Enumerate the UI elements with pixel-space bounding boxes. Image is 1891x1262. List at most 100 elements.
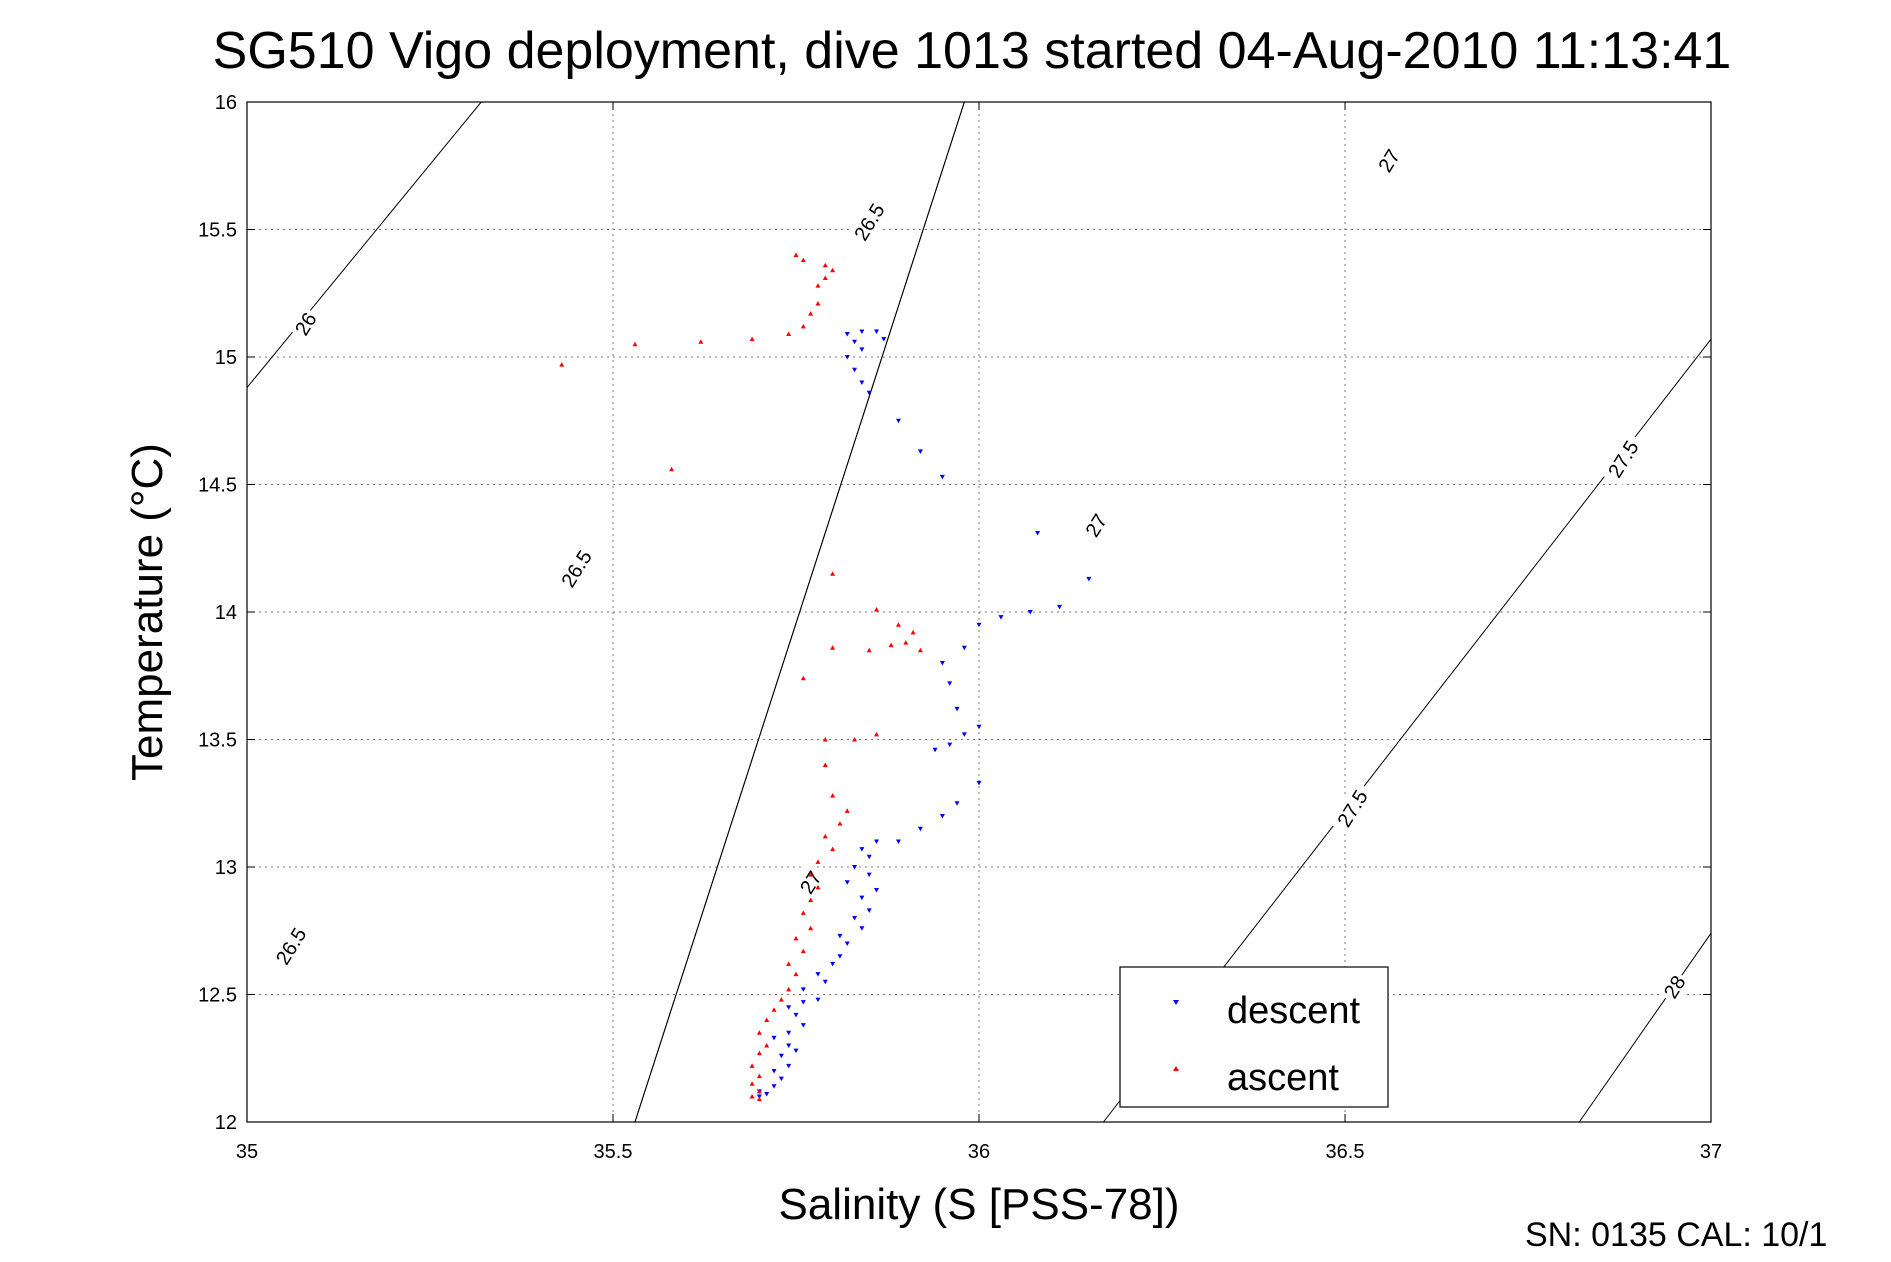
descent-point: [881, 337, 887, 342]
ascent-point: [837, 821, 843, 826]
ascent-point: [771, 1007, 777, 1012]
ascent-point: [749, 1063, 755, 1068]
y-axis-label: Temperature (°C): [123, 443, 172, 781]
ascent-point: [822, 833, 828, 839]
ascent-point: [888, 642, 894, 648]
descent-point: [771, 1035, 777, 1041]
ascent-point: [749, 1081, 755, 1086]
descent-point: [954, 706, 960, 712]
descent-point: [939, 474, 945, 480]
ascent-point: [815, 859, 821, 864]
ascent-point: [815, 884, 821, 890]
x-tick-label: 36: [968, 1141, 990, 1163]
descent-point: [961, 732, 967, 737]
ascent-point: [793, 252, 799, 257]
ascent-point: [815, 283, 821, 288]
chart-title: SG510 Vigo deployment, dive 1013 started…: [213, 22, 1732, 80]
ascent-point: [749, 336, 755, 342]
ascent-point: [756, 1088, 762, 1094]
density-contour-27: [634, 101, 965, 1123]
legend: descent ascent: [1119, 966, 1389, 1108]
descent-point: [852, 367, 858, 373]
descent-point: [859, 329, 865, 334]
descent-point: [976, 622, 982, 628]
descent-point: [939, 814, 945, 819]
ascent-point: [800, 257, 806, 263]
descent-point: [786, 1063, 792, 1069]
contour-label-gap: [1598, 430, 1648, 488]
ascent-point: [815, 300, 821, 306]
y-tick-label: 13: [215, 857, 237, 879]
ascent-point: [830, 571, 836, 576]
descent-point: [844, 941, 850, 946]
y-tick-label: 13.5: [198, 730, 237, 752]
grid-lines: [247, 102, 1711, 1122]
descent-point: [866, 872, 872, 878]
ascent-point: [822, 275, 828, 280]
descent-point: [917, 449, 923, 454]
legend-ascent-marker: [1173, 1066, 1179, 1071]
ascent-point: [786, 961, 792, 966]
ascent-point: [844, 808, 850, 813]
descent-point: [852, 865, 858, 870]
ascent-point: [756, 1050, 762, 1056]
descent-point: [793, 1012, 799, 1018]
ascent-point: [756, 1096, 762, 1102]
contour-label: 28: [1655, 968, 1693, 1006]
descent-point: [1027, 610, 1033, 615]
ascent-point: [866, 647, 872, 653]
descent-point: [859, 380, 865, 385]
ascent-point: [822, 762, 828, 767]
contour-label-gap: [552, 540, 601, 597]
descent-point: [954, 801, 960, 806]
descent-point: [947, 681, 953, 686]
descent-point: [822, 979, 828, 985]
data-markers: [559, 252, 1092, 1102]
descent-point: [895, 839, 901, 844]
contour-label-gap: [844, 193, 894, 250]
descent-point: [844, 332, 850, 337]
ascent-point: [808, 311, 814, 316]
descent-point: [800, 987, 806, 992]
descent-point: [844, 355, 850, 360]
ascent-point: [800, 948, 806, 954]
y-tick-label: 15: [215, 347, 237, 369]
ascent-point: [778, 997, 784, 1002]
descent-point: [947, 742, 953, 748]
descent-point: [917, 826, 923, 832]
ascent-point: [830, 846, 836, 852]
legend-descent-label: descent: [1227, 990, 1361, 1032]
ascent-point: [822, 737, 828, 742]
ascent-point: [800, 910, 806, 915]
density-contour-28: [1578, 933, 1712, 1123]
ascent-point: [830, 645, 836, 650]
legend-ascent-label: ascent: [1227, 1057, 1339, 1099]
descent-point: [859, 347, 865, 352]
ascent-point: [895, 622, 901, 627]
descent-point: [771, 1069, 777, 1074]
descent-point: [859, 847, 865, 852]
y-tick-label: 14: [215, 602, 237, 624]
descent-point: [778, 1076, 784, 1082]
ascent-point: [800, 675, 806, 681]
descent-point: [852, 339, 858, 345]
axis-ticks: 35 35.5 36 36.5 37 12 12.5 13 13.5 14 14.5 15 15.5 16: [198, 92, 1722, 1163]
x-tick-label: 37: [1700, 1141, 1722, 1163]
y-tick-label: 15.5: [198, 220, 237, 242]
ascent-point: [756, 1073, 762, 1079]
descent-point: [961, 645, 967, 651]
descent-point: [866, 908, 872, 913]
descent-point: [998, 615, 1004, 620]
density-contour-26: [246, 101, 482, 388]
descent-point: [976, 780, 982, 786]
ascent-point: [793, 971, 799, 977]
ascent-point: [808, 925, 814, 931]
ascent-point: [786, 331, 792, 337]
contour-label: 27: [1370, 141, 1408, 180]
ascent-point: [830, 793, 836, 798]
ascent-point: [917, 647, 923, 653]
contour-label-gap: [287, 305, 325, 343]
descent-point: [764, 1091, 770, 1097]
